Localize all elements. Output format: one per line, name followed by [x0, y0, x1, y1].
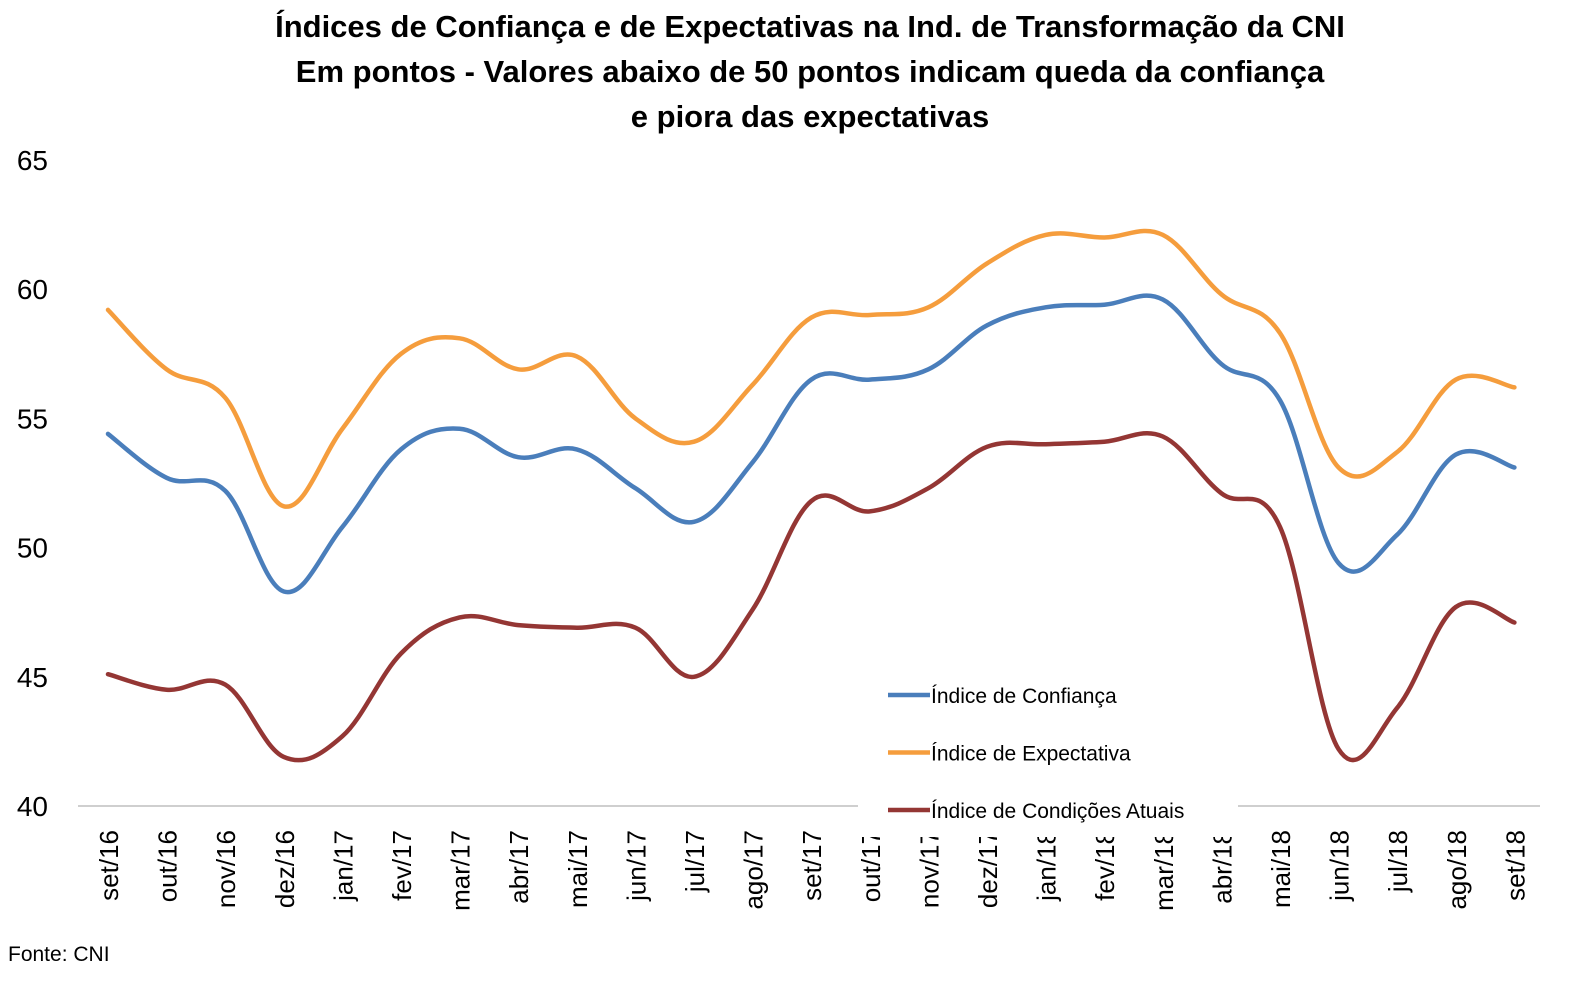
chart-title-line-2: Em pontos - Valores abaixo de 50 pontos … [296, 54, 1325, 89]
legend-item-condicoes-atuais: Índice de Condições Atuais [888, 800, 1184, 823]
x-tick-label: jun/17 [621, 830, 651, 902]
x-tick-label: nov/16 [211, 830, 241, 908]
x-tick-label: out/17 [856, 830, 886, 902]
y-tick-label: 60 [17, 274, 48, 305]
series-line-confianca [105, 293, 1517, 595]
x-tick-label: out/16 [153, 830, 183, 902]
x-tick-label: mai/17 [563, 830, 593, 908]
x-tick-label: ago/18 [1442, 830, 1472, 910]
x-tick-label: dez/16 [270, 830, 300, 908]
x-tick-label: set/18 [1500, 830, 1530, 901]
legend-label: Índice de Confiança [931, 685, 1117, 708]
y-tick-label: 55 [17, 403, 48, 434]
x-tick-label: set/17 [797, 830, 827, 901]
x-tick-label: nov/17 [914, 830, 944, 908]
legend-label: Índice de Condições Atuais [931, 800, 1184, 823]
legend: Índice de Confiança Índice de Expectativa… [858, 665, 1238, 837]
x-tick-label: jul/18 [1383, 830, 1413, 893]
x-tick-label: set/16 [94, 830, 124, 901]
y-axis: 40 45 50 55 60 65 [17, 145, 48, 822]
series-line-expectativa [105, 228, 1517, 509]
x-tick-label: mar/18 [1149, 830, 1179, 911]
x-tick-label: jul/17 [680, 830, 710, 893]
x-tick-label: jan/17 [328, 830, 358, 902]
series-layer [105, 228, 1517, 763]
series-line-condicoes-atuais [105, 430, 1517, 763]
legend-item-confianca: Índice de Confiança [888, 685, 1117, 708]
y-tick-label: 65 [17, 145, 48, 176]
legend-label: Índice de Expectativa [931, 743, 1131, 766]
y-tick-label: 45 [17, 662, 48, 693]
chart-title-line-3: e piora das expectativas [631, 99, 989, 134]
chart-title-line-1: Índices de Confiança e de Expectativas n… [275, 9, 1345, 44]
x-tick-label: jan/18 [1032, 830, 1062, 902]
x-tick-label: mar/17 [446, 830, 476, 911]
x-axis: set/16 out/16 nov/16 dez/16 jan/17 fev/17 mar/… [78, 805, 1540, 911]
y-tick-label: 40 [17, 791, 48, 822]
x-tick-label: fev/18 [1090, 830, 1120, 901]
x-tick-label: jun/18 [1325, 830, 1355, 902]
x-tick-label: ago/17 [739, 830, 769, 910]
x-tick-label: abr/18 [1207, 830, 1237, 904]
x-tick-label: fev/17 [387, 830, 417, 901]
x-tick-label: dez/17 [973, 830, 1003, 908]
legend-item-expectativa: Índice de Expectativa [888, 743, 1131, 766]
y-tick-label: 50 [17, 533, 48, 564]
source-note: Fonte: CNI [8, 943, 110, 966]
x-tick-label: mai/18 [1266, 830, 1296, 908]
chart-title: Índices de Confiança e de Expectativas n… [275, 9, 1345, 134]
x-tick-label: abr/17 [504, 830, 534, 904]
